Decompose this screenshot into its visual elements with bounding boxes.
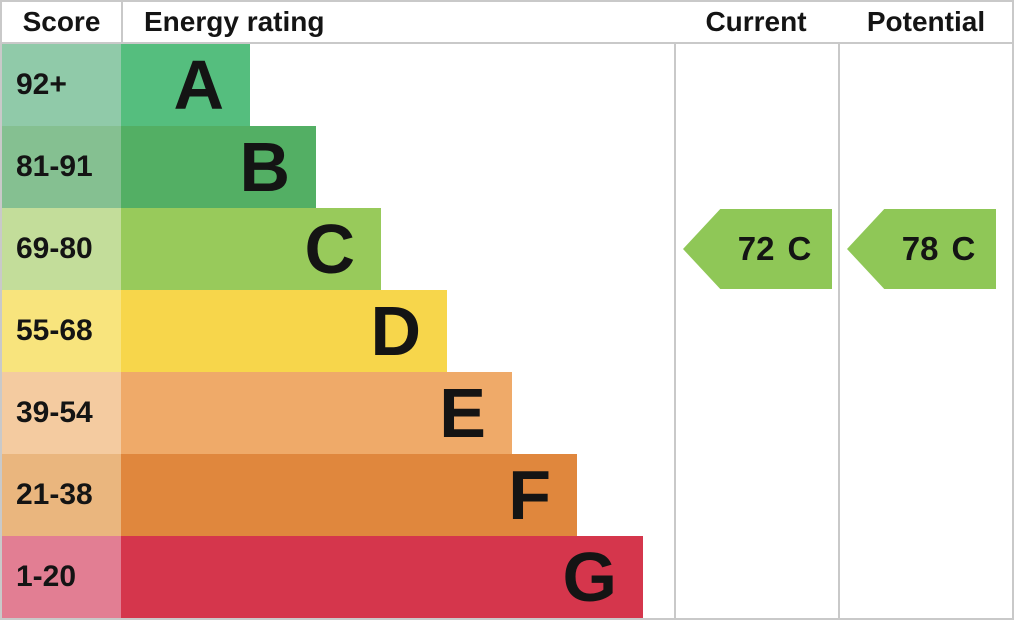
band-row-b: 81-91 B <box>2 126 1012 208</box>
score-header-divider <box>121 2 123 42</box>
current-column-header: Current <box>705 6 807 37</box>
band-bar-d: D <box>121 290 447 372</box>
band-bar-a: A <box>121 44 250 126</box>
band-bar-b: B <box>121 126 316 208</box>
band-row-e: 39-54 E <box>2 372 1012 454</box>
band-bar-e: E <box>121 372 512 454</box>
band-row-d: 55-68 D <box>2 290 1012 372</box>
current-rating-band: C <box>787 230 812 267</box>
band-row-c: 69-80 C <box>2 208 1012 290</box>
band-score-range: 55-68 <box>2 290 121 372</box>
band-row-a: 92+ A <box>2 44 1012 126</box>
band-score-range: 81-91 <box>2 126 121 208</box>
score-column-header: Score <box>22 6 101 37</box>
band-score-range: 69-80 <box>2 208 121 290</box>
current-rating-score: 72 <box>737 230 775 267</box>
band-row-f: 21-38 F <box>2 454 1012 536</box>
band-score-range: 21-38 <box>2 454 121 536</box>
band-bar-g: G <box>121 536 643 618</box>
table-header: Score Energy rating Current Potential <box>2 2 1012 44</box>
band-score-range: 39-54 <box>2 372 121 454</box>
potential-rating-score: 78 <box>901 230 939 267</box>
energy-rating-column-header: Energy rating <box>144 6 325 37</box>
potential-column-divider <box>838 2 840 618</box>
band-bar-c: C <box>121 208 381 290</box>
rating-bands: 92+ A 81-91 B 69-80 C 55-68 D 39-54 E 21… <box>2 44 1012 618</box>
band-bar-f: F <box>121 454 577 536</box>
band-score-range: 92+ <box>2 44 121 126</box>
band-score-range: 1-20 <box>2 536 121 618</box>
potential-rating-band: C <box>951 230 976 267</box>
current-column-divider <box>674 2 676 618</box>
potential-column-header: Potential <box>866 6 986 37</box>
band-row-g: 1-20 G <box>2 536 1012 618</box>
